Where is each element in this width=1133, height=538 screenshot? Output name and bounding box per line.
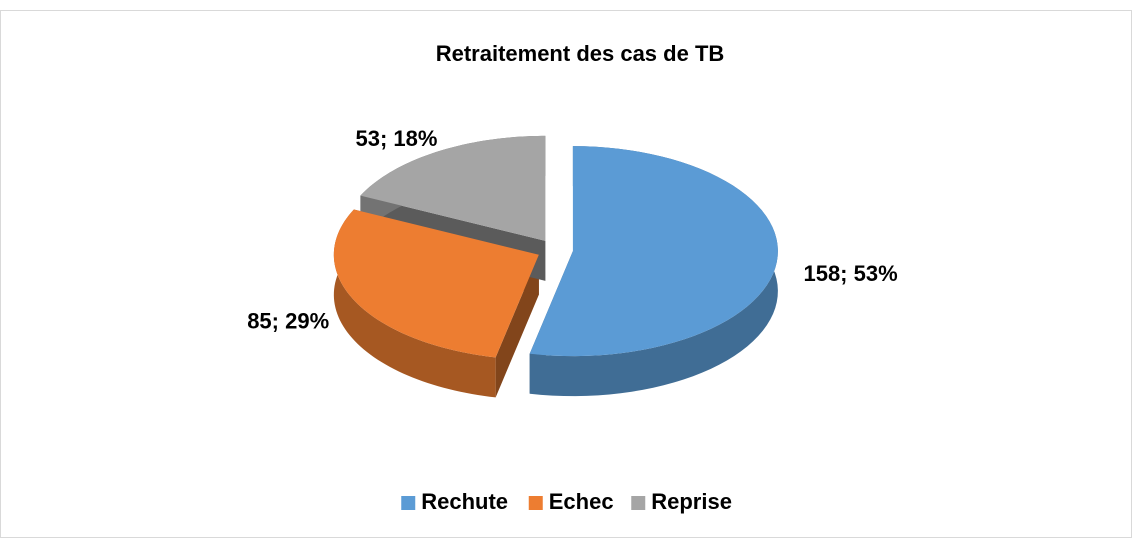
slice [333,209,539,358]
legend-label: Echec [549,489,614,514]
data-label: 85; 29% [247,308,329,333]
data-label: 158; 53% [803,261,897,286]
chart-title: Retraitement des cas de TB [436,41,725,66]
legend-label: Reprise [651,489,732,514]
slice-side [333,209,496,398]
legend-swatch [631,496,646,510]
legend-swatch [401,496,416,510]
slice [529,146,778,357]
slice [360,135,546,241]
legend-label: Rechute [421,489,508,514]
data-label: 53; 18% [355,126,437,151]
legend-swatch [528,496,543,510]
